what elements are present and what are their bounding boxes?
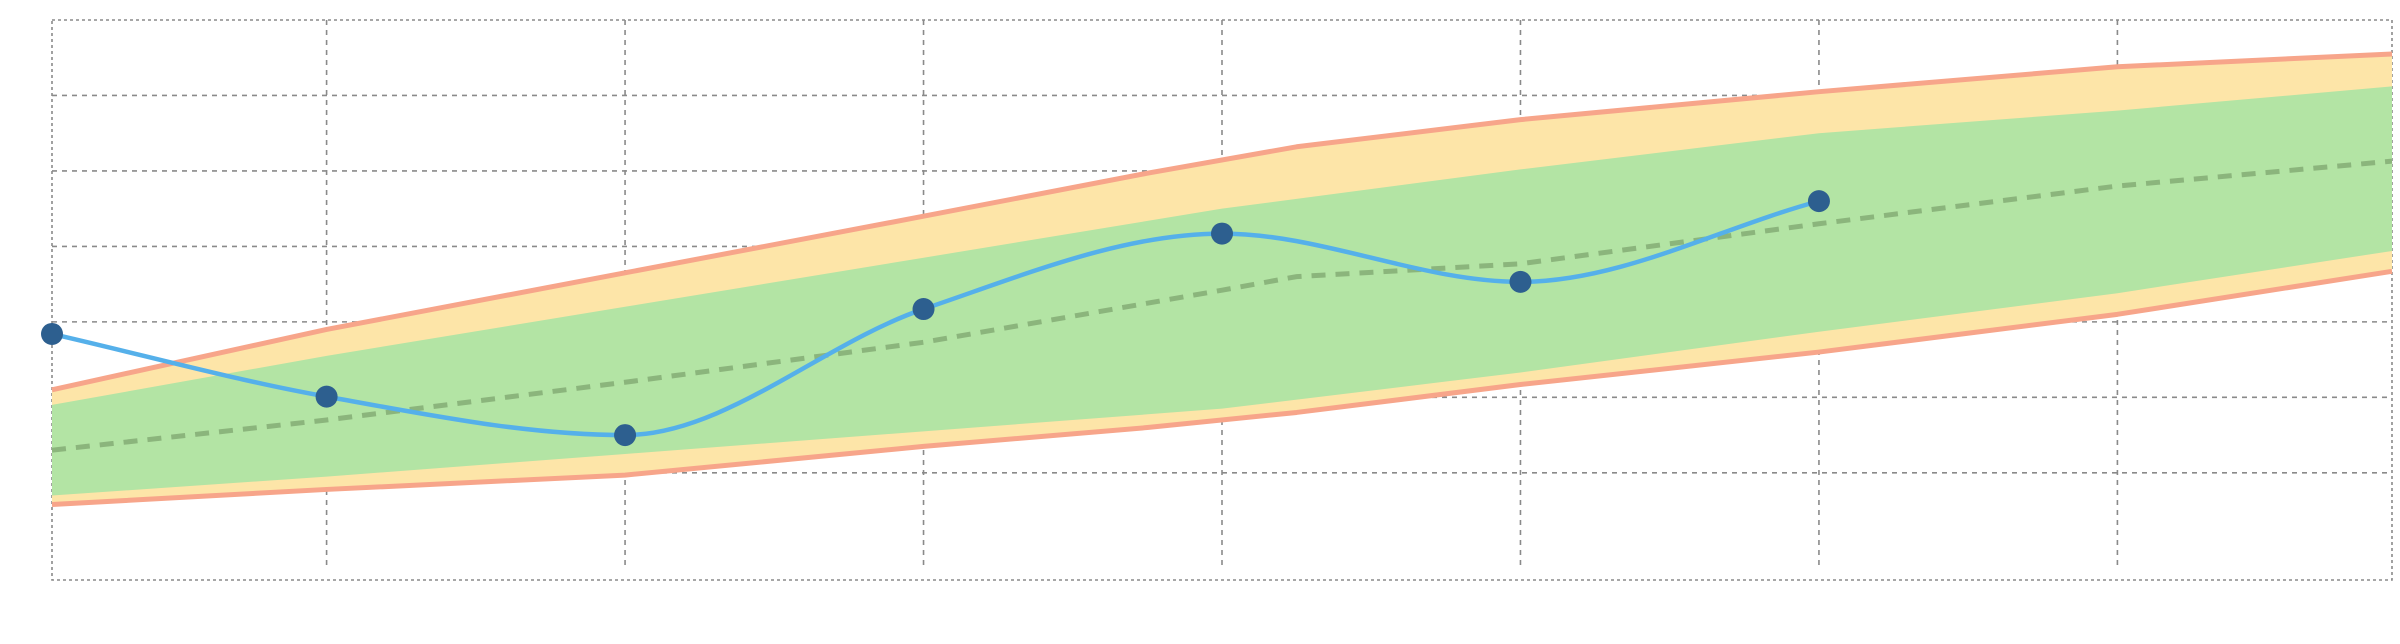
mean-line [51, 158, 2393, 453]
observed-point [1807, 190, 1830, 213]
observed-point [315, 385, 338, 408]
observed-point [912, 298, 935, 321]
outer-band-lower-edge [51, 268, 2393, 508]
observed-point [614, 424, 637, 447]
points [41, 190, 1830, 447]
observed-point [1211, 222, 1233, 245]
observed-point [1509, 270, 1532, 293]
outer-band-upper-edge [51, 51, 2393, 393]
observed-point [41, 322, 63, 345]
